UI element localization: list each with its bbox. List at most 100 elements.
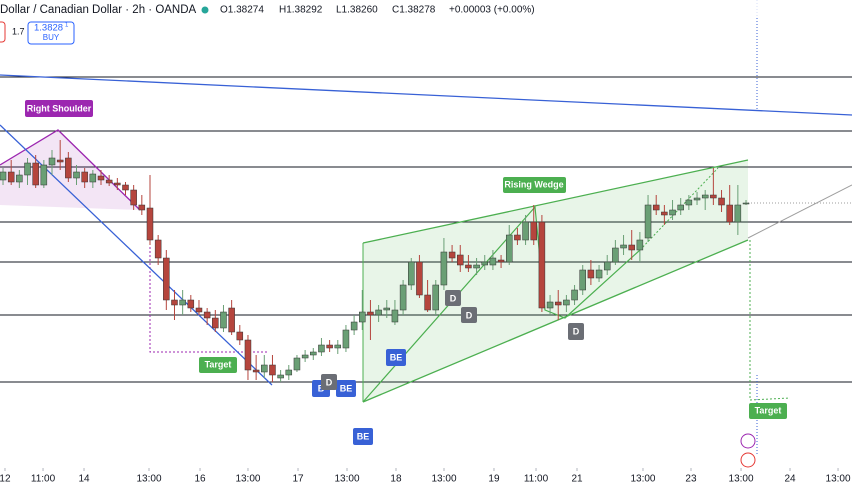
candle-body	[661, 211, 668, 216]
x-tick-label: 13:00	[729, 474, 754, 485]
candle-body	[89, 173, 97, 183]
candle-body	[669, 209, 676, 216]
candle-body	[424, 294, 431, 311]
x-tick-label: 11:00	[524, 474, 549, 485]
candle-body	[489, 257, 497, 266]
candle-body	[522, 221, 529, 241]
candle-body	[367, 311, 374, 316]
ohlc-high: H1.38292	[279, 5, 323, 16]
candle-body	[677, 204, 684, 211]
candle-body	[554, 301, 562, 306]
candle-body	[220, 311, 227, 329]
candle-body	[359, 311, 366, 323]
ohlc-open: O1.38274	[220, 5, 264, 16]
candle-body	[195, 307, 203, 313]
candle-body	[530, 221, 537, 241]
event-icon[interactable]	[740, 433, 756, 449]
marker: BE	[357, 431, 370, 441]
candle-body	[432, 284, 440, 311]
candle-body	[408, 261, 415, 286]
candle-body	[277, 374, 284, 379]
sell-button[interactable]	[0, 21, 6, 43]
buy-button[interactable]	[27, 21, 75, 45]
candle-body	[718, 197, 725, 206]
candle-body	[7, 171, 15, 183]
candle-body	[603, 261, 611, 271]
candle-body	[636, 239, 644, 251]
candle-body	[440, 251, 448, 286]
candle-body	[710, 194, 717, 199]
candle-body	[628, 244, 635, 251]
candle-body	[285, 369, 293, 376]
marker: BE	[340, 383, 353, 393]
marker: D	[450, 293, 457, 303]
candle-body	[187, 299, 195, 309]
candle-body	[138, 204, 146, 211]
candle-body	[163, 257, 170, 301]
x-tick-label: 17	[292, 474, 304, 485]
candle-body	[122, 184, 129, 191]
candle-body	[473, 264, 480, 269]
candle-body	[416, 261, 423, 296]
candle-body	[334, 344, 342, 349]
candle-body	[742, 202, 750, 205]
candle-body	[391, 309, 399, 323]
candle-body	[244, 339, 252, 371]
candle-body	[693, 197, 701, 201]
spread: 1.7	[12, 26, 25, 36]
candle-body	[514, 234, 521, 241]
symbol-title: Dollar / Canadian Dollar · 2h · OANDA	[0, 4, 197, 16]
marker: D	[326, 377, 333, 387]
candle-body	[171, 299, 178, 306]
candle-body	[301, 354, 309, 359]
candles	[0, 140, 750, 382]
candle-body	[612, 247, 619, 263]
candle-body	[73, 171, 80, 179]
candle-body	[505, 234, 513, 263]
candle-body	[212, 317, 219, 329]
candle-body	[105, 179, 113, 184]
drawings	[0, 0, 852, 455]
candle-body	[310, 351, 317, 356]
candle-body	[350, 321, 358, 331]
x-tick-label: 24	[784, 474, 796, 485]
candle-body	[269, 364, 276, 376]
candle-body	[48, 157, 56, 166]
event-icon[interactable]	[740, 452, 756, 468]
candle-body	[179, 299, 186, 306]
ohlc-change: +0.00003 (+0.00%)	[449, 5, 535, 16]
x-axis: 12 11:00 14 13:00 16 13:00 17 13:00 18 13:00 19 11:…	[0, 468, 851, 485]
x-tick-label: 18	[390, 474, 402, 485]
marker: D	[466, 310, 473, 320]
candle-body	[571, 289, 578, 301]
x-tick-label: 11:00	[31, 474, 56, 485]
x-tick-label: 23	[685, 474, 697, 485]
x-tick-label: 13:00	[431, 474, 456, 485]
candle-body	[0, 171, 7, 181]
candle-body	[448, 251, 456, 259]
candle-body	[652, 204, 660, 211]
candle-body	[40, 164, 48, 186]
candle-body	[261, 364, 268, 373]
candle-body	[644, 204, 652, 239]
candle-body	[114, 182, 121, 186]
x-tick-label: 13:00	[630, 474, 655, 485]
candle-body	[342, 329, 350, 349]
candle-body	[538, 221, 546, 309]
candle-body	[685, 199, 693, 206]
buy-label: BUY	[43, 33, 60, 42]
buy-price: 1.3828	[34, 23, 63, 34]
candle-body	[318, 344, 325, 353]
candle-body	[32, 162, 39, 186]
candle-body	[726, 204, 733, 223]
annotations: Right Shoulder Rising Wedge Target Targe…	[25, 100, 787, 468]
x-tick-label: 19	[488, 474, 500, 485]
x-tick-label: 12	[0, 474, 11, 485]
buy-price-small: 1	[65, 23, 69, 29]
candle-body	[457, 254, 464, 266]
candle-body	[65, 157, 72, 179]
x-tick-label: 14	[78, 474, 90, 485]
annotation: Target	[755, 405, 782, 415]
candle-body	[16, 174, 23, 183]
ohlc-low: L1.38260	[336, 5, 378, 16]
